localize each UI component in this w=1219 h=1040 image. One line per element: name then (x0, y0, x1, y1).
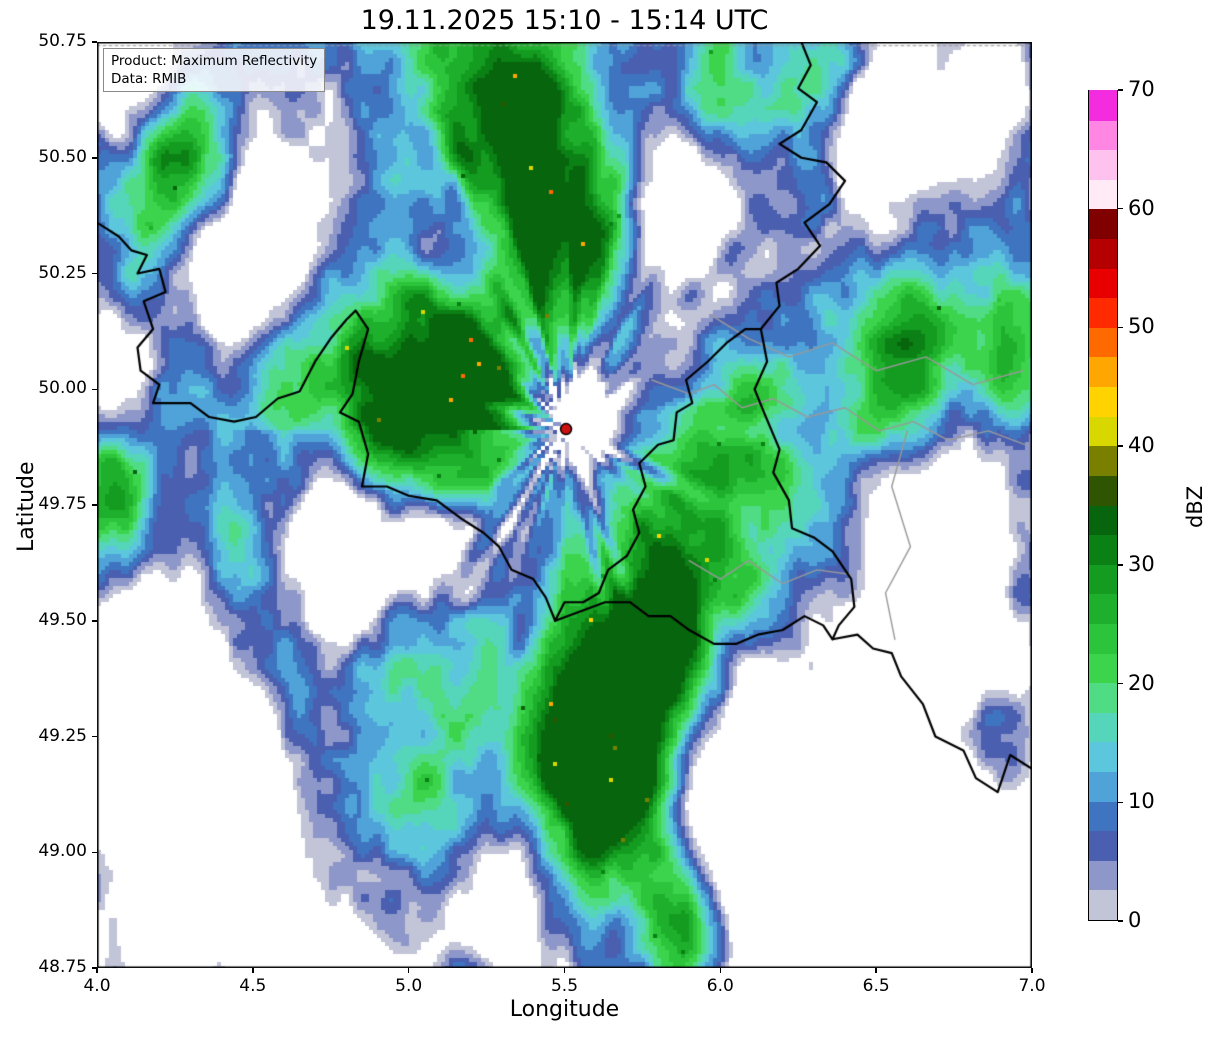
y-tick-mark (92, 504, 97, 506)
x-tick-mark (407, 968, 410, 973)
colorbar-segment (1089, 770, 1117, 802)
colorbar-segment (1089, 533, 1117, 565)
colorbar-segment (1089, 563, 1117, 595)
colorbar-segment (1089, 681, 1117, 713)
y-tick-mark (92, 157, 97, 159)
colorbar-segment (1089, 889, 1117, 920)
x-tick-label: 5.5 (550, 976, 579, 996)
colorbar-tick-mark (1118, 564, 1123, 566)
y-tick-mark (92, 41, 97, 43)
data-source-text: Data: RMIB (111, 71, 187, 88)
colorbar-segment (1089, 297, 1117, 328)
colorbar-tick-label: 50 (1128, 314, 1155, 339)
y-tick-label: 50.50 (38, 146, 87, 167)
colorbar-tick-label: 20 (1128, 670, 1155, 695)
colorbar-segment (1089, 800, 1117, 832)
colorbar-segment (1089, 652, 1117, 684)
y-tick-label: 49.50 (38, 609, 87, 630)
x-tick-mark (719, 968, 722, 973)
colorbar-segment (1089, 326, 1117, 358)
y-tick-label: 50.75 (38, 31, 87, 51)
colorbar-segment (1089, 237, 1117, 269)
x-tick-mark (875, 968, 877, 973)
colorbar-segment (1089, 385, 1117, 417)
product-info-box: Product: Maximum Reflectivity Data: RMIB (103, 48, 326, 93)
y-tick-mark (92, 967, 97, 969)
colorbar-tick-label: 40 (1128, 433, 1155, 458)
y-tick-mark (92, 735, 97, 738)
radar-map-canvas (97, 42, 1032, 968)
y-tick-mark (92, 388, 97, 390)
colorbar-tick-mark (1118, 207, 1123, 210)
colorbar-segment (1089, 148, 1117, 180)
colorbar-segment (1089, 474, 1117, 506)
colorbar-segment (1089, 415, 1117, 447)
y-tick-label: 49.00 (38, 841, 87, 862)
colorbar-segment (1089, 711, 1117, 743)
colorbar-label: dBZ (1183, 485, 1207, 528)
colorbar-tick-mark (1118, 326, 1123, 329)
x-tick-mark (252, 968, 254, 973)
y-tick-label: 49.75 (38, 494, 87, 514)
colorbar-tick-mark (1118, 801, 1123, 804)
colorbar-segment (1089, 504, 1117, 536)
y-tick-label: 50.25 (38, 262, 87, 283)
colorbar-segment (1089, 859, 1117, 891)
y-tick-label: 48.75 (38, 957, 87, 977)
colorbar-segment (1089, 445, 1117, 476)
colorbar-segment (1089, 593, 1117, 624)
x-tick-label: 4.5 (239, 976, 267, 996)
plot-area: Product: Maximum Reflectivity Data: RMIB (97, 42, 1032, 968)
colorbar (1088, 89, 1118, 921)
y-tick-mark (92, 620, 97, 622)
colorbar-tick-label: 70 (1128, 77, 1155, 101)
x-tick-label: 7.0 (1018, 976, 1046, 996)
x-tick-label: 6.5 (862, 976, 890, 996)
colorbar-tick-mark (1118, 920, 1123, 922)
y-tick-mark (92, 272, 97, 275)
colorbar-segment (1089, 208, 1117, 240)
colorbar-tick-mark (1118, 682, 1123, 685)
x-tick-mark (563, 968, 566, 973)
colorbar-segment (1089, 267, 1117, 299)
colorbar-segment (1089, 829, 1117, 861)
x-tick-mark (1031, 968, 1033, 973)
colorbar-segment (1089, 89, 1117, 121)
colorbar-tick-mark (1118, 445, 1123, 447)
colorbar-segment (1089, 119, 1117, 151)
x-tick-mark (96, 968, 98, 973)
x-tick-label: 4.0 (83, 976, 111, 996)
plot-title: 19.11.2025 15:10 - 15:14 UTC (360, 5, 769, 36)
y-tick-label: 50.00 (38, 378, 87, 399)
colorbar-tick-label: 60 (1128, 195, 1155, 220)
x-axis-label: Longitude (509, 997, 620, 1022)
x-tick-label: 6.0 (706, 976, 734, 996)
colorbar-tick-mark (1118, 89, 1123, 91)
colorbar-segment (1089, 178, 1117, 210)
colorbar-tick-label: 0 (1128, 908, 1142, 932)
y-tick-label: 49.25 (38, 725, 87, 746)
colorbar-segment (1089, 741, 1117, 772)
colorbar-tick-label: 30 (1128, 551, 1155, 576)
colorbar-segment (1089, 622, 1117, 654)
x-tick-label: 5.0 (395, 976, 423, 996)
y-tick-mark (92, 851, 97, 853)
colorbar-tick-label: 10 (1128, 789, 1155, 814)
colorbar-segment (1089, 356, 1117, 388)
product-name-text: Product: Maximum Reflectivity (111, 53, 318, 69)
